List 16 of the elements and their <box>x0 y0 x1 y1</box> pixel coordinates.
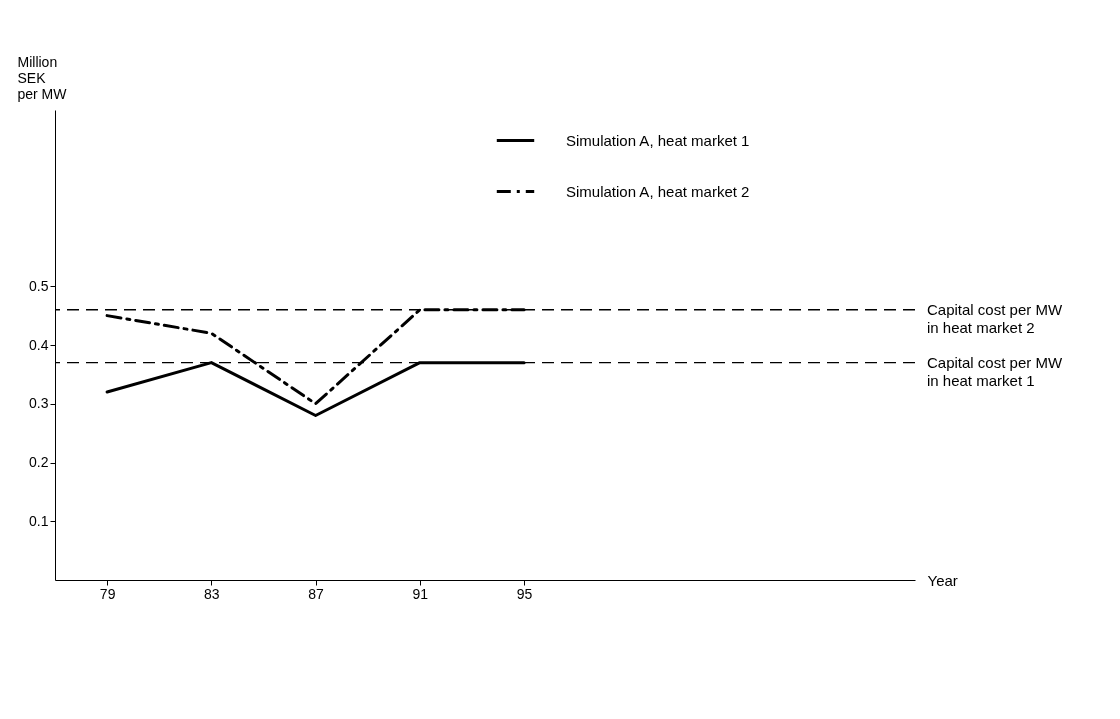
x-tick-label: 87 <box>308 585 325 602</box>
y-axis-title: Million SEK per MW <box>17 53 68 102</box>
x-tick-label: 79 <box>99 585 116 602</box>
legend-label: Simulation A, heat market 2 <box>566 182 750 200</box>
y-tick-label: 0.2 <box>29 454 49 470</box>
y-tick-label: 0.3 <box>29 395 49 412</box>
ref-line-label: Capital cost per MW in heat market 2 <box>927 300 1063 336</box>
ref-line-label: Capital cost per MW in heat market 1 <box>927 353 1063 389</box>
y-tick-label: 0.1 <box>29 512 49 529</box>
legend-label: Simulation A, heat market 1 <box>566 131 750 149</box>
x-axis-title: Year <box>927 571 958 589</box>
x-tick-label: 91 <box>412 585 429 602</box>
y-tick-label: 0.4 <box>29 336 49 353</box>
x-tick-label: 95 <box>516 585 533 602</box>
y-tick-label: 0.5 <box>29 277 49 294</box>
x-tick-label: 83 <box>204 585 220 602</box>
